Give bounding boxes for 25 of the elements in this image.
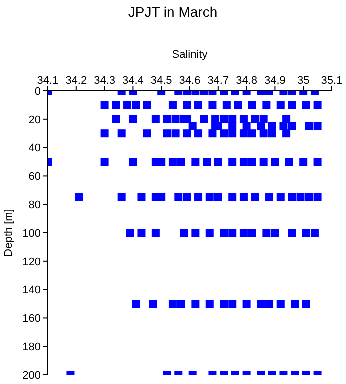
y-tick-label: 60 xyxy=(28,171,41,184)
y-tick-label: 160 xyxy=(22,313,41,326)
y-tick-label: 100 xyxy=(22,228,41,240)
y-tick-label: 180 xyxy=(22,342,41,354)
x-axis-title: Salinity xyxy=(172,48,208,61)
x-tick-label: 34.6 xyxy=(179,75,201,87)
y-tick-label: 200 xyxy=(22,370,41,382)
x-tick-label: 34.1 xyxy=(37,75,59,87)
y-tick-label: 80 xyxy=(28,200,41,212)
x-tick-label: 34.3 xyxy=(94,75,116,87)
y-tick-label: 120 xyxy=(22,256,41,268)
y-tick-label: 20 xyxy=(28,114,41,126)
x-tick-label: 34.8 xyxy=(236,75,258,87)
x-tick-label: 34.5 xyxy=(150,75,172,87)
y-axis-title: Depth [m] xyxy=(3,209,15,257)
x-tick-label: 34.4 xyxy=(122,75,144,87)
x-tick-label: 34.9 xyxy=(264,75,286,87)
x-tick-label: 35 xyxy=(297,75,310,87)
y-tick-label: 140 xyxy=(22,284,41,297)
x-tick-label: 34.2 xyxy=(66,75,88,87)
x-tick-label: 35.1 xyxy=(321,75,343,87)
chart-title: JPJT in March xyxy=(127,4,219,20)
x-tick-label: 34.7 xyxy=(208,75,230,87)
y-tick-label: 0 xyxy=(34,86,41,98)
y-tick-label: 40 xyxy=(28,142,41,155)
